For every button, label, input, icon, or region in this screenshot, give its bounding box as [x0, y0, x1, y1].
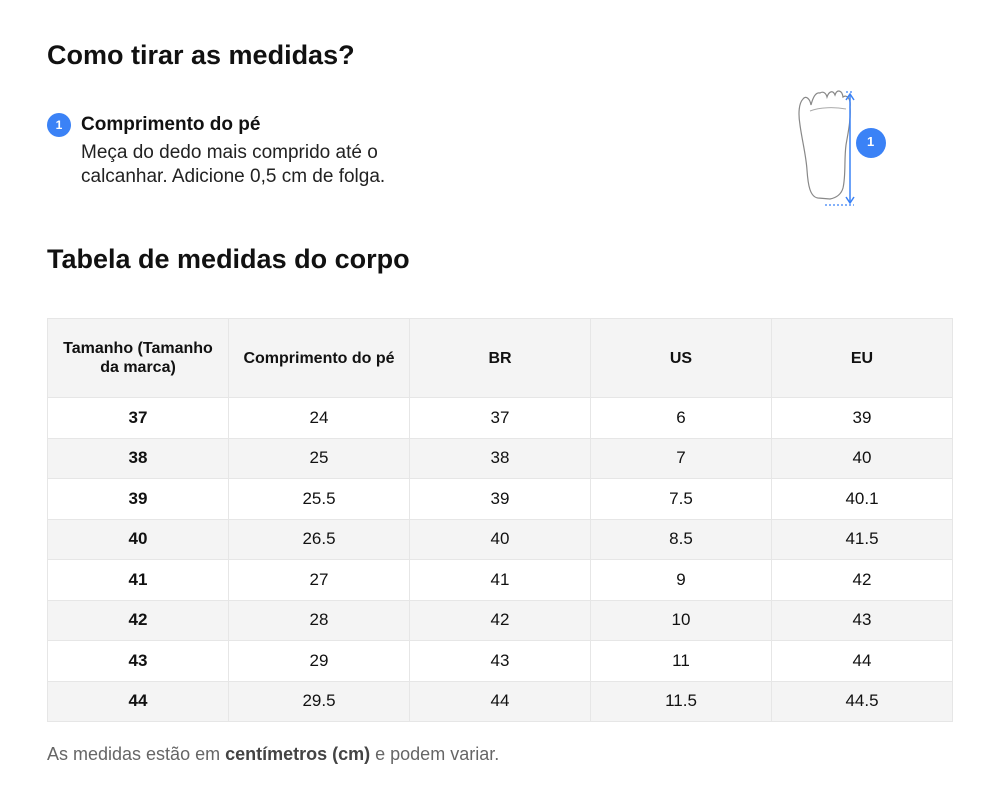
header-us: US	[590, 318, 772, 398]
table-row: 42 28 42 10 43	[47, 599, 953, 641]
cell-eu: 41.5	[771, 518, 953, 560]
cell-us: 11.5	[590, 680, 772, 722]
cell-size: 40	[47, 518, 229, 560]
step-description: Meça do dedo mais comprido até o calcanh…	[81, 142, 386, 187]
table-row: 44 29.5 44 11.5 44.5	[47, 680, 953, 722]
size-table-title: Tabela de medidas do corpo	[47, 244, 410, 274]
cell-eu: 39	[771, 397, 953, 439]
cell-size: 42	[47, 599, 229, 641]
header-foot-length: Comprimento do pé	[228, 318, 410, 398]
step-title: Comprimento do pé	[81, 114, 261, 135]
cell-foot-length: 27	[228, 559, 410, 601]
cell-br: 43	[409, 640, 591, 682]
cell-eu: 44	[771, 640, 953, 682]
howto-title: Como tirar as medidas?	[47, 40, 355, 70]
cell-foot-length: 24	[228, 397, 410, 439]
step-number-badge: 1	[47, 113, 71, 137]
table-row: 38 25 38 7 40	[47, 437, 953, 479]
cell-foot-length: 26.5	[228, 518, 410, 560]
cell-eu: 43	[771, 599, 953, 641]
table-row: 43 29 43 11 44	[47, 640, 953, 682]
cell-size: 38	[47, 437, 229, 479]
cell-foot-length: 25.5	[228, 478, 410, 520]
cell-eu: 42	[771, 559, 953, 601]
cell-eu: 44.5	[771, 680, 953, 722]
cell-eu: 40.1	[771, 478, 953, 520]
cell-br: 41	[409, 559, 591, 601]
cell-size: 44	[47, 680, 229, 722]
cell-us: 9	[590, 559, 772, 601]
header-eu: EU	[771, 318, 953, 398]
cell-br: 40	[409, 518, 591, 560]
cell-us: 7.5	[590, 478, 772, 520]
cell-br: 42	[409, 599, 591, 641]
cell-size: 41	[47, 559, 229, 601]
table-row: 37 24 37 6 39	[47, 397, 953, 439]
cell-size: 39	[47, 478, 229, 520]
cell-br: 37	[409, 397, 591, 439]
foot-icon	[798, 90, 886, 206]
table-row: 39 25.5 39 7.5 40.1	[47, 478, 953, 520]
footnote: As medidas estão em centímetros (cm) e p…	[47, 744, 499, 765]
cell-br: 44	[409, 680, 591, 722]
cell-size: 37	[47, 397, 229, 439]
cell-size: 43	[47, 640, 229, 682]
cell-us: 8.5	[590, 518, 772, 560]
header-size: Tamanho (Tamanho da marca)	[47, 318, 229, 398]
cell-us: 7	[590, 437, 772, 479]
cell-foot-length: 29	[228, 640, 410, 682]
footnote-suffix: e podem variar.	[370, 744, 500, 764]
cell-foot-length: 25	[228, 437, 410, 479]
table-row: 40 26.5 40 8.5 41.5	[47, 518, 953, 560]
header-br: BR	[409, 318, 591, 398]
illustration-badge-label: 1	[867, 134, 875, 149]
footnote-prefix: As medidas estão em	[47, 744, 226, 764]
cell-br: 39	[409, 478, 591, 520]
cell-br: 38	[409, 437, 591, 479]
cell-us: 6	[590, 397, 772, 439]
cell-us: 11	[590, 640, 772, 682]
footnote-unit: centímetros (cm)	[225, 744, 371, 764]
foot-measure-illustration: 1	[790, 85, 890, 215]
cell-us: 10	[590, 599, 772, 641]
table-header-row: Tamanho (Tamanho da marca) Comprimento d…	[47, 318, 953, 398]
cell-foot-length: 28	[228, 599, 410, 641]
table-row: 41 27 41 9 42	[47, 559, 953, 601]
cell-foot-length: 29.5	[228, 680, 410, 722]
cell-eu: 40	[771, 437, 953, 479]
size-table: Tamanho (Tamanho da marca) Comprimento d…	[47, 318, 953, 722]
